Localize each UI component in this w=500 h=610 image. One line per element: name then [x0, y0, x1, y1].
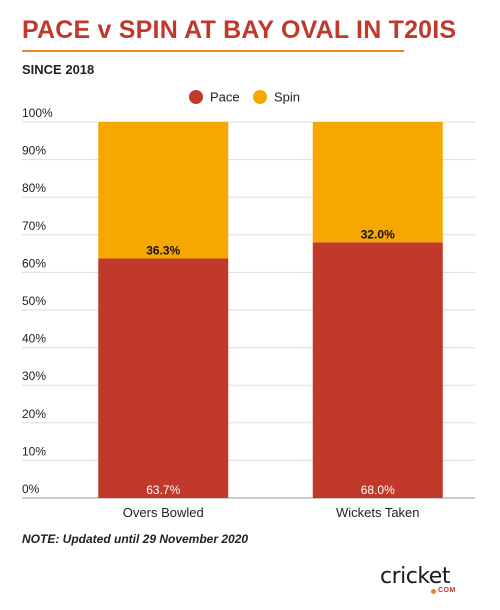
bar-segment: [312, 242, 443, 498]
logo-dot: [431, 589, 436, 594]
footnote: NOTE: Updated until 29 November 2020: [22, 532, 249, 546]
legend-label: Pace: [210, 90, 240, 105]
data-label: 32.0%: [361, 227, 395, 241]
bar-segment: [98, 122, 229, 259]
y-tick-label: 20%: [22, 407, 46, 421]
y-tick-label: 90%: [22, 144, 46, 158]
y-tick-label: 40%: [22, 332, 46, 346]
data-label: 36.3%: [146, 243, 180, 257]
legend-swatch: [189, 90, 203, 104]
y-tick-label: 60%: [22, 256, 46, 270]
logo-suffix: COM: [438, 587, 456, 594]
y-tick-label: 80%: [22, 181, 46, 195]
chart-subtitle: SINCE 2018: [22, 62, 95, 77]
y-tick-label: 70%: [22, 219, 46, 233]
x-tick-label: Overs Bowled: [123, 505, 204, 520]
logo-wordmark: cricket: [380, 564, 450, 589]
stacked-bar-chart: 0% 10% 20% 30% 40% 50% 60% 70% 80% 90% 100% Pace Spi…: [22, 90, 475, 520]
y-tick-label: 0%: [22, 482, 40, 496]
y-tick-label: 50%: [22, 294, 46, 308]
data-label: 68.0%: [361, 483, 395, 497]
x-tick-label: Wickets Taken: [336, 505, 420, 520]
title-underline: [22, 50, 404, 52]
legend-label: Spin: [274, 90, 300, 105]
y-tick-label: 30%: [22, 369, 46, 383]
bar-segment: [98, 258, 229, 498]
bar-segment: [312, 122, 443, 243]
data-label: 63.7%: [146, 483, 180, 497]
cricket-com-logo: cricket COM: [380, 564, 480, 598]
legend-swatch: [253, 90, 267, 104]
y-tick-label: 10%: [22, 444, 46, 458]
chart-title: PACE v SPIN AT BAY OVAL IN T20IS: [22, 16, 457, 44]
y-tick-label: 100%: [22, 106, 53, 120]
